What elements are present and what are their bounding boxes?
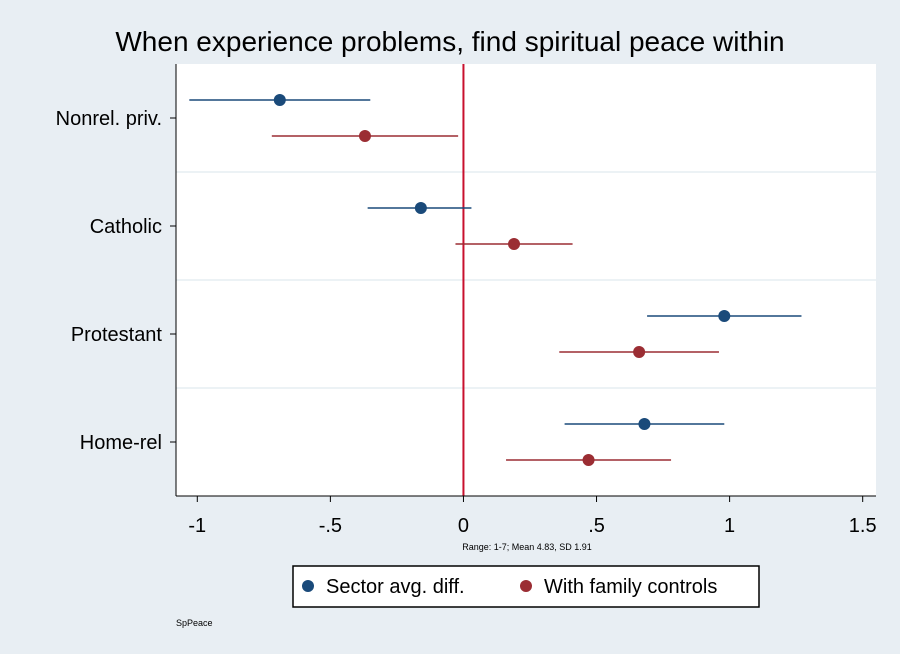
series-layer [189,94,802,466]
x-tick-label: 0 [458,515,469,537]
x-tick-label: 1.5 [849,515,877,537]
series-sector-avg-diff [189,94,802,430]
y-tick-label-protestant: Protestant [71,324,163,346]
series-with-family-controls [271,130,719,466]
point-protestant [633,346,646,358]
x-tick-label: -1 [188,515,206,537]
y-axis-ticks: Nonrel. priv. Catholic Protestant Home-rel [56,108,176,454]
source-note: SpPeace [176,618,213,628]
legend-marker-sector-avg-diff [302,580,314,592]
point-nonrel-priv [358,130,371,142]
chart-title: When experience problems, find spiritual… [115,26,784,57]
point-home-rel [582,454,595,466]
point-protestant [718,310,731,322]
point-home-rel [638,418,651,430]
y-tick-label-catholic: Catholic [90,216,162,238]
legend: Sector avg. diff. With family controls [292,565,760,608]
x-axis-note: Range: 1-7; Mean 4.83, SD 1.91 [462,542,592,552]
point-catholic [508,238,521,250]
gridlines [176,171,876,389]
legend-label-with-family-controls: With family controls [544,576,717,598]
x-axis-ticks: -1 -.5 0 .5 1 1.5 [188,496,877,537]
point-catholic [414,202,427,214]
y-tick-label-home-rel: Home-rel [80,432,162,454]
y-tick-label-nonrel-priv: Nonrel. priv. [56,108,162,130]
point-nonrel-priv [273,94,286,106]
x-tick-label: 1 [724,515,735,537]
x-tick-label: -.5 [319,515,342,537]
legend-marker-with-family-controls [520,580,532,592]
x-tick-label: .5 [588,515,605,537]
legend-label-sector-avg-diff: Sector avg. diff. [326,576,465,598]
